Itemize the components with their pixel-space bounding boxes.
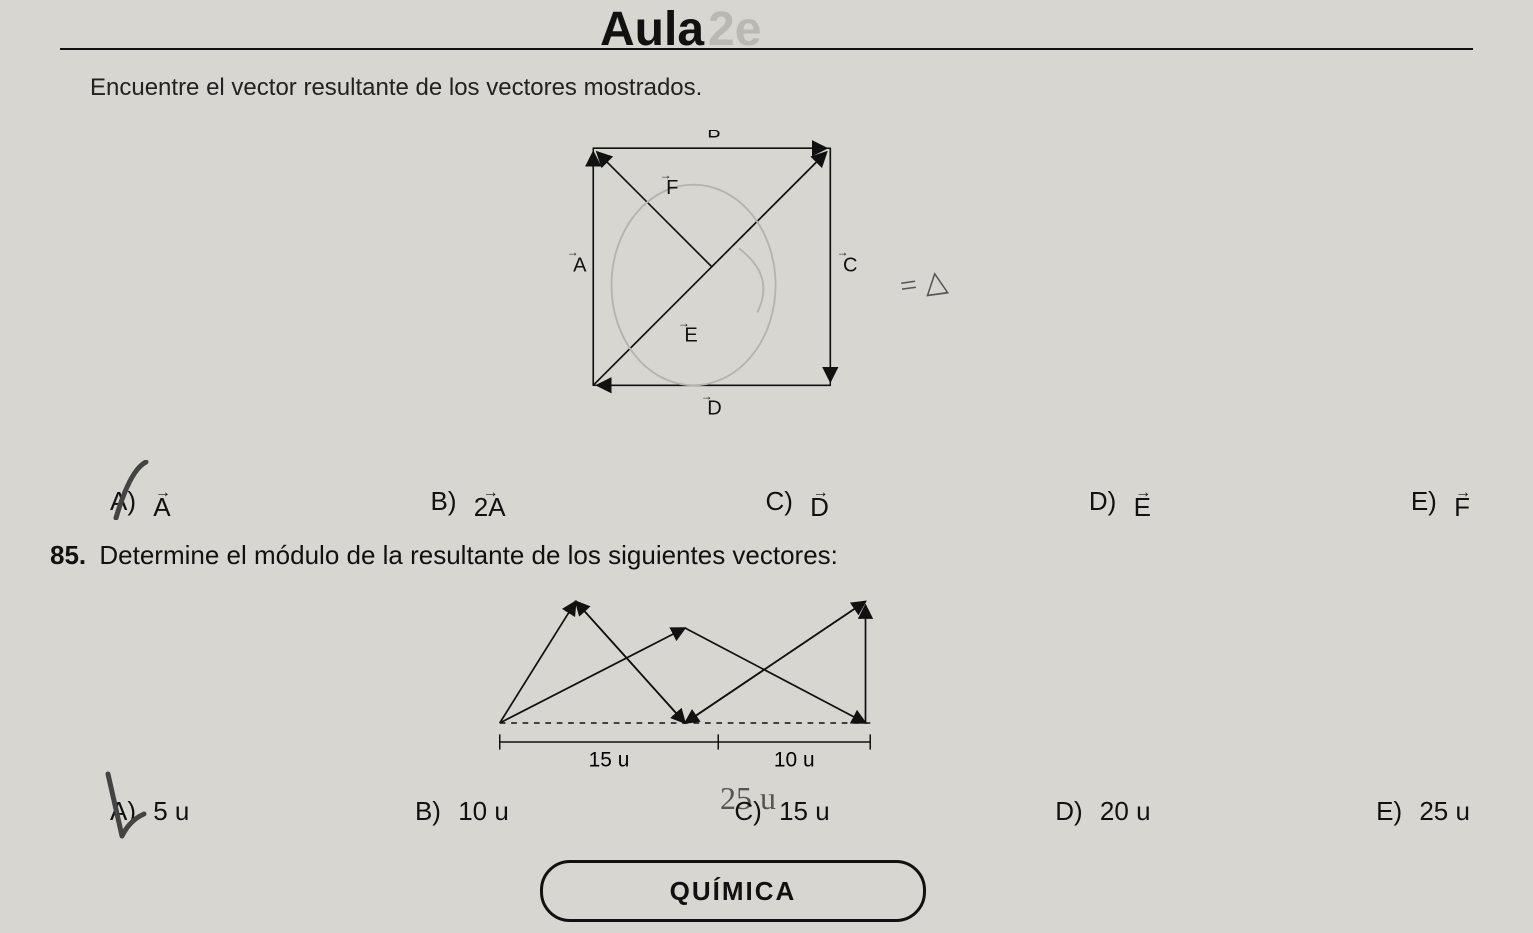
q85-opt-c: C) 15 u bbox=[734, 796, 829, 827]
svg-text:→: → bbox=[837, 245, 849, 259]
section-pill-quimica: QUÍMICA bbox=[540, 860, 926, 922]
q85-opt-e: E) 25 u bbox=[1376, 796, 1470, 827]
svg-text:→: → bbox=[701, 389, 713, 403]
q85-line: 85. Determine el módulo de la resultante… bbox=[50, 540, 838, 571]
q84-opt-e: E) →F bbox=[1411, 486, 1470, 517]
svg-text:→: → bbox=[567, 245, 579, 259]
header-rule bbox=[60, 48, 1473, 50]
svg-text:→: → bbox=[660, 168, 672, 182]
q85-opt-b: B) 10 u bbox=[415, 796, 509, 827]
hand-mark-84 bbox=[110, 460, 150, 520]
q84-options: A) →A B) →2A C) →D D) →E E) →F bbox=[110, 486, 1470, 517]
q85-diagram: 15 u 10 u bbox=[470, 590, 900, 780]
hand-mark-85 bbox=[100, 770, 150, 840]
q85-opt-d: D) 20 u bbox=[1055, 796, 1150, 827]
handwriting-eq: = △ bbox=[898, 263, 950, 304]
q84-prompt: Encuentre el vector resultante de los ve… bbox=[90, 74, 702, 102]
q85-prompt: Determine el módulo de la resultante de … bbox=[99, 540, 838, 570]
lbl-B: B bbox=[707, 130, 720, 142]
q84-opt-b: B) →2A bbox=[431, 486, 506, 517]
dim-15u: 15 u bbox=[589, 749, 630, 772]
dim-10u: 10 u bbox=[774, 749, 815, 772]
svg-text:→: → bbox=[678, 316, 690, 330]
q84-diagram: A → B → → C → D → E → F → bbox=[540, 130, 920, 440]
q85-options: A) 5 u B) 10 u C) 15 u D) 20 u E) 25 u bbox=[110, 796, 1470, 827]
q85-number: 85. bbox=[50, 540, 86, 570]
q84-opt-c: C) →D bbox=[766, 486, 829, 517]
q84-opt-d: D) →E bbox=[1089, 486, 1151, 517]
